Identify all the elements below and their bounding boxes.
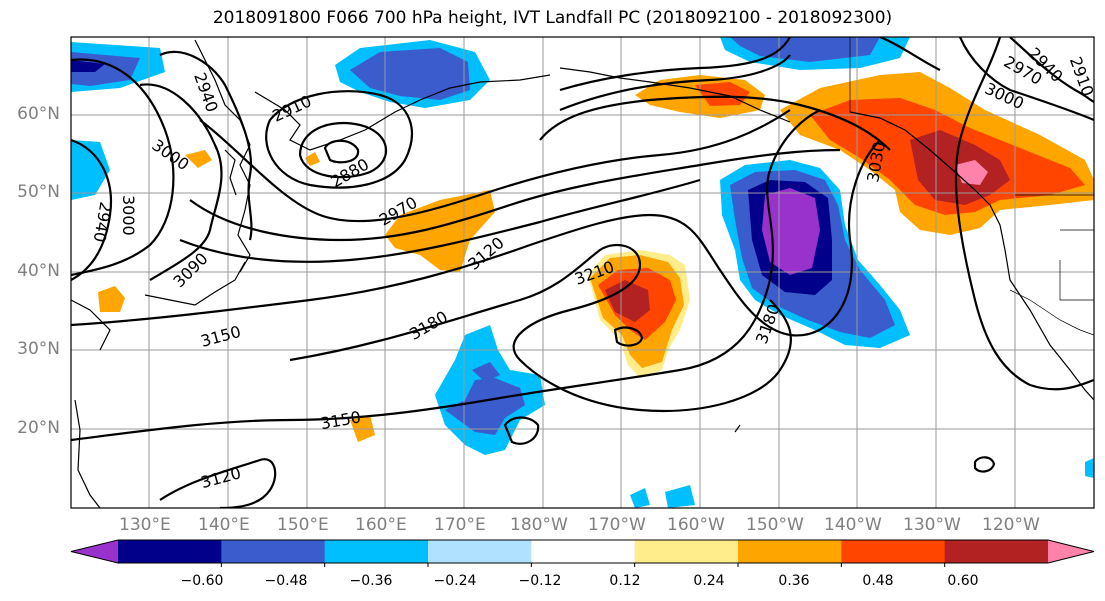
colorbar-segment xyxy=(841,540,946,563)
colorbar-tick-label: −0.48 xyxy=(264,573,308,589)
lon-label: 150°E xyxy=(277,515,329,535)
colorbar-outline xyxy=(70,539,1095,564)
colorbar-tick-label: 0.24 xyxy=(693,573,725,589)
colorbar-extend-max xyxy=(1048,540,1094,563)
lon-label: 160°E xyxy=(355,515,407,535)
lon-label: 170°E xyxy=(434,515,486,535)
lon-label: 150°W xyxy=(746,515,804,535)
contour-label: 3000 xyxy=(119,195,138,236)
colorbar-tick-label: −0.24 xyxy=(433,573,477,589)
lon-label: 120°W xyxy=(982,515,1040,535)
colorbar-tick-label: 0.60 xyxy=(947,573,979,589)
map-grid xyxy=(71,37,1094,508)
lon-label: 140°E xyxy=(198,515,250,535)
lon-label: 160°W xyxy=(667,515,725,535)
lat-label: 30°N xyxy=(17,339,60,359)
colorbar-segment xyxy=(324,540,429,563)
colorbar-tick-label: 0.48 xyxy=(862,573,894,589)
lon-label: 170°W xyxy=(588,515,646,535)
height-contours xyxy=(71,37,1094,508)
colorbar-segment xyxy=(944,540,1049,563)
colorbar-tick-label: −0.36 xyxy=(349,573,393,589)
lon-label: 130°E xyxy=(119,515,171,535)
coastlines xyxy=(71,37,1094,508)
lon-label: 180°W xyxy=(510,515,568,535)
colorbar-tick-label: 0.36 xyxy=(778,573,810,589)
negative-ivt-shading xyxy=(71,37,1094,508)
lat-label: 50°N xyxy=(17,182,60,202)
colorbar-segment xyxy=(118,540,222,563)
colorbar-segment xyxy=(428,540,532,563)
colorbar-tick-label: 0.12 xyxy=(609,573,641,589)
colorbar-tick-label: −0.12 xyxy=(518,573,562,589)
colorbar-segment xyxy=(738,540,842,563)
colorbar-segment xyxy=(634,540,739,563)
map-frame xyxy=(70,36,1095,509)
lat-label: 40°N xyxy=(17,261,60,281)
lat-label: 60°N xyxy=(17,104,60,124)
colorbar-segment xyxy=(221,540,326,563)
map-title: 2018091800 F066 700 hPa height, IVT Land… xyxy=(212,8,893,28)
lon-label: 130°W xyxy=(903,515,961,535)
colorbar xyxy=(70,539,1095,567)
lat-label: 20°N xyxy=(17,418,60,438)
colorbar-tick-label: −0.60 xyxy=(180,573,224,589)
lon-label: 140°W xyxy=(824,515,882,535)
colorbar-segment xyxy=(531,540,636,563)
colorbar-extend-min xyxy=(71,540,118,563)
